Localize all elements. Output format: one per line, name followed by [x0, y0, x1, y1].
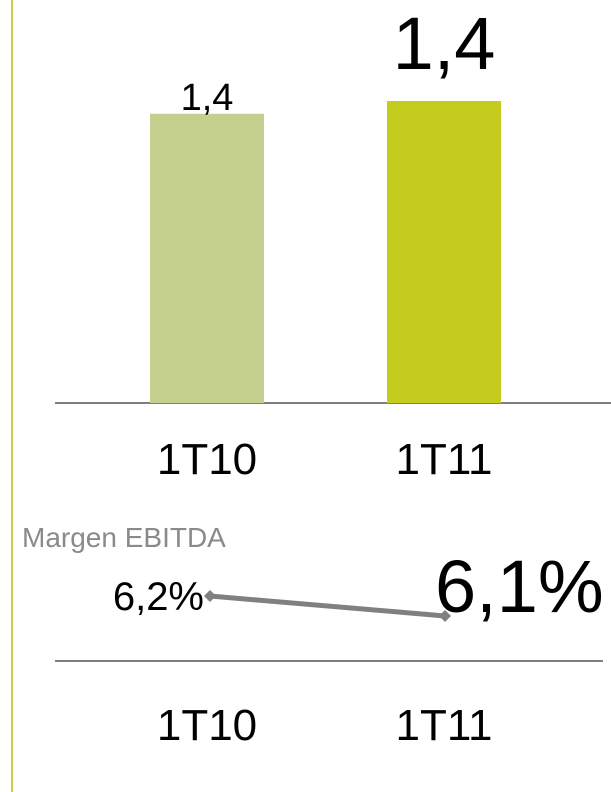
line: [209, 593, 446, 619]
value-label: 1,4: [181, 77, 234, 119]
x-tick-label: 1T11: [395, 701, 492, 750]
bar: [150, 113, 264, 404]
bar: [387, 101, 501, 403]
point: [439, 610, 451, 622]
value-label: 6,1%: [435, 545, 604, 628]
x-tick-label: 1T11: [395, 435, 492, 484]
value-label: 6,2%: [113, 575, 204, 619]
x-tick-label: 1T10: [157, 701, 257, 750]
chart-title: Margen EBITDA: [22, 522, 226, 553]
point: [204, 590, 216, 602]
x-tick-label: 1T10: [157, 435, 257, 484]
value-label: 1,4: [393, 2, 496, 85]
